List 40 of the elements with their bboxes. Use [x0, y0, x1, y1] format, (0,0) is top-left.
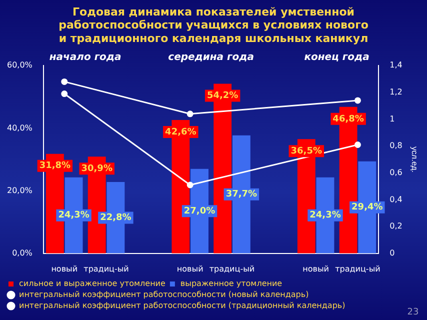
chart-title: Годовая динамика показателей умственной работоспособности учащихся в условиях нового и традиционного календаря школьных каникул [58, 5, 369, 45]
legend-label: интегральный коэффициент работоспособности (традиционный календарь) [19, 301, 346, 310]
text: 27,0% [184, 206, 216, 216]
text: 36,5% [290, 146, 322, 156]
y2-tick-label: 1,4 [390, 60, 402, 70]
text: 23 [407, 307, 419, 318]
y-tick-label: 0,0% [12, 248, 33, 258]
legend-label: выраженное утомление [180, 279, 282, 288]
legend-label: сильное и выраженное утомление [19, 279, 166, 288]
text: 29,4% [352, 202, 383, 213]
y-tick-label: 60,0% [6, 60, 33, 70]
text: 46,8% [332, 114, 364, 124]
text: середина года [168, 52, 254, 64]
y2-tick-label: 1 [390, 114, 395, 124]
x-tick-label: традиц-ый [209, 264, 255, 274]
text: конец года [304, 52, 370, 64]
text: 42,6% [165, 127, 196, 138]
text: 22,8% [100, 213, 132, 224]
text: 30,9% [81, 164, 112, 174]
x-tick-label: новый [176, 264, 204, 274]
x-tick-label: традиц-ый [335, 264, 380, 274]
y2-tick-label: 0,4 [390, 194, 402, 204]
text: 54,2% [206, 91, 238, 102]
text: начало года [49, 52, 122, 64]
x-tick-label: традиц-ый [84, 264, 129, 274]
legend-label: интегральный коэффициент работоспособности (новый календарь) [19, 290, 309, 300]
x-tick-label: новый [51, 264, 78, 274]
text: 31,8% [39, 161, 71, 172]
y2-tick-label: 0,8 [390, 141, 402, 150]
y2-tick-label: 0,6 [390, 168, 402, 177]
y2-tick-label: 0,2 [390, 222, 402, 231]
x-tick-label: новый [302, 264, 329, 274]
y2-axis-title: усл.ед. [410, 146, 419, 172]
text: 24,3% [310, 210, 341, 221]
y2-tick-label: 0 [390, 248, 395, 258]
y2-tick-label: 1,2 [390, 88, 402, 97]
text: 24,3% [58, 210, 90, 221]
y-tick-label: 40,0% [6, 123, 33, 132]
text: 37,7% [226, 190, 258, 200]
y-tick-label: 20,0% [6, 186, 33, 195]
